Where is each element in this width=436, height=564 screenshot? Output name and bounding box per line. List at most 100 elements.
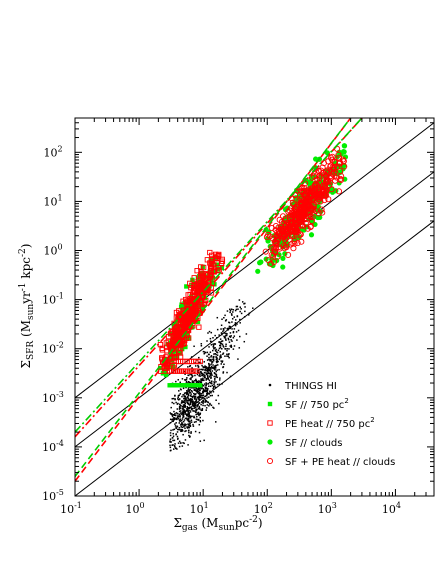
data-point — [195, 411, 197, 414]
data-point — [210, 360, 212, 362]
data-point — [198, 380, 200, 382]
data-point — [186, 399, 188, 402]
data-point — [234, 319, 237, 321]
data-point — [188, 413, 190, 416]
data-point — [202, 404, 204, 407]
data-point — [197, 396, 200, 399]
data-point — [203, 379, 205, 382]
data-point — [237, 308, 239, 310]
data-point — [207, 372, 209, 375]
data-point — [198, 402, 201, 404]
data-point — [177, 418, 179, 420]
data-point — [222, 328, 225, 330]
data-point — [213, 372, 216, 374]
data-point — [203, 375, 205, 377]
data-point — [193, 402, 195, 405]
data-point — [224, 338, 227, 340]
data-point — [210, 374, 212, 376]
data-point — [188, 431, 190, 434]
data-point — [193, 410, 195, 412]
data-point — [226, 327, 229, 330]
data-point — [177, 398, 179, 400]
data-point — [200, 278, 206, 284]
data-point — [286, 214, 293, 221]
fit-lines — [75, 118, 363, 482]
data-point — [180, 428, 182, 431]
data-point — [206, 393, 208, 395]
data-point — [193, 395, 196, 397]
data-point — [206, 389, 209, 392]
y-tick-label: 10-2 — [42, 341, 64, 356]
data-point — [224, 355, 226, 357]
data-point — [236, 339, 238, 341]
data-point — [190, 387, 192, 389]
data-point — [201, 374, 204, 377]
data-point — [244, 310, 246, 313]
data-point — [175, 426, 177, 429]
data-point — [244, 306, 246, 308]
data-point — [178, 415, 181, 418]
data-point — [268, 251, 275, 258]
data-point — [193, 407, 195, 409]
data-point — [189, 401, 192, 404]
data-point — [190, 400, 192, 403]
data-point — [212, 391, 215, 393]
data-point — [229, 336, 232, 338]
data-point — [171, 418, 174, 421]
data-point — [210, 365, 213, 368]
data-point — [183, 425, 185, 428]
data-point — [227, 355, 230, 358]
data-point — [209, 374, 211, 377]
data-point — [190, 415, 192, 418]
data-point — [201, 379, 204, 382]
data-point — [186, 391, 188, 394]
data-point — [219, 256, 225, 263]
data-point — [302, 199, 309, 206]
data-point — [211, 349, 214, 352]
data-point — [203, 373, 205, 376]
data-point — [178, 440, 181, 443]
data-point — [189, 303, 196, 309]
data-point — [189, 403, 191, 406]
data-point — [173, 414, 176, 417]
data-point — [190, 374, 193, 376]
data-point — [274, 237, 281, 245]
data-point — [189, 411, 192, 413]
data-point — [203, 390, 205, 392]
data-point — [237, 329, 240, 332]
data-point — [199, 371, 202, 373]
x-tick-label: 104 — [382, 501, 401, 516]
data-point — [182, 410, 184, 413]
data-point — [208, 369, 210, 372]
data-point — [219, 355, 221, 358]
y-tick-label: 102 — [43, 144, 62, 159]
data-point — [217, 360, 219, 363]
data-point — [194, 402, 196, 404]
data-point — [203, 361, 205, 363]
data-point — [185, 320, 191, 327]
data-point — [200, 403, 202, 406]
data-point — [210, 368, 212, 370]
data-point — [175, 433, 177, 436]
data-point — [183, 424, 185, 426]
data-point — [319, 192, 326, 199]
data-point — [196, 380, 199, 383]
data-point — [191, 375, 194, 377]
data-point — [319, 185, 326, 192]
data-point — [230, 346, 232, 348]
data-point — [233, 345, 236, 347]
data-point — [184, 406, 187, 408]
data-point — [211, 394, 213, 397]
data-point — [207, 284, 212, 289]
data-point — [168, 331, 173, 337]
data-point — [188, 406, 190, 409]
data-point — [208, 330, 211, 333]
data-point — [208, 376, 211, 378]
data-point — [179, 418, 181, 421]
data-point — [191, 275, 197, 281]
data-point — [228, 335, 231, 338]
data-point — [194, 404, 197, 407]
data-point — [172, 397, 175, 400]
data-point — [232, 309, 235, 311]
data-point — [224, 314, 226, 317]
